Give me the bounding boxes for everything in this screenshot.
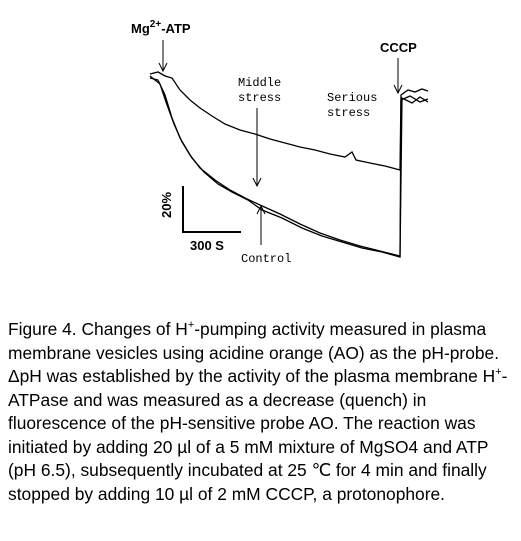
label-part: -ATP <box>161 21 191 36</box>
figure: Mg2+-ATP CCCP Middle stress Serious stre… <box>131 19 429 266</box>
scale-y-label: 20% <box>159 192 174 218</box>
serious-label: stress <box>327 106 370 120</box>
arrow-head <box>393 84 403 95</box>
scale-bar <box>182 186 241 233</box>
control-label: Control <box>241 252 291 266</box>
label-sup: 2+ <box>150 19 162 30</box>
trace-middle <box>149 75 429 258</box>
caption: Figure 4. Changes of H+-pumping activity… <box>8 318 516 506</box>
arrow-head <box>252 177 262 188</box>
arrow-head <box>158 62 168 73</box>
middle-label: stress <box>238 91 281 105</box>
caption-text: Figure 4. Changes of H <box>8 319 188 339</box>
trace-serious <box>149 71 429 171</box>
caption-sup: + <box>187 319 195 332</box>
caption-text: -ATPase and was measured as a decrease (… <box>8 366 508 504</box>
middle-label: Middle <box>238 76 281 90</box>
serious-label: Serious <box>327 91 377 105</box>
caption-sup: + <box>495 366 502 379</box>
cccp-label: CCCP <box>380 40 417 55</box>
mg-atp-label: Mg2+-ATP <box>131 19 191 36</box>
scale-x-label: 300 S <box>190 238 224 253</box>
caption-text: -pumping activity measured in plasma mem… <box>8 319 500 386</box>
label-part: Mg <box>131 21 150 36</box>
